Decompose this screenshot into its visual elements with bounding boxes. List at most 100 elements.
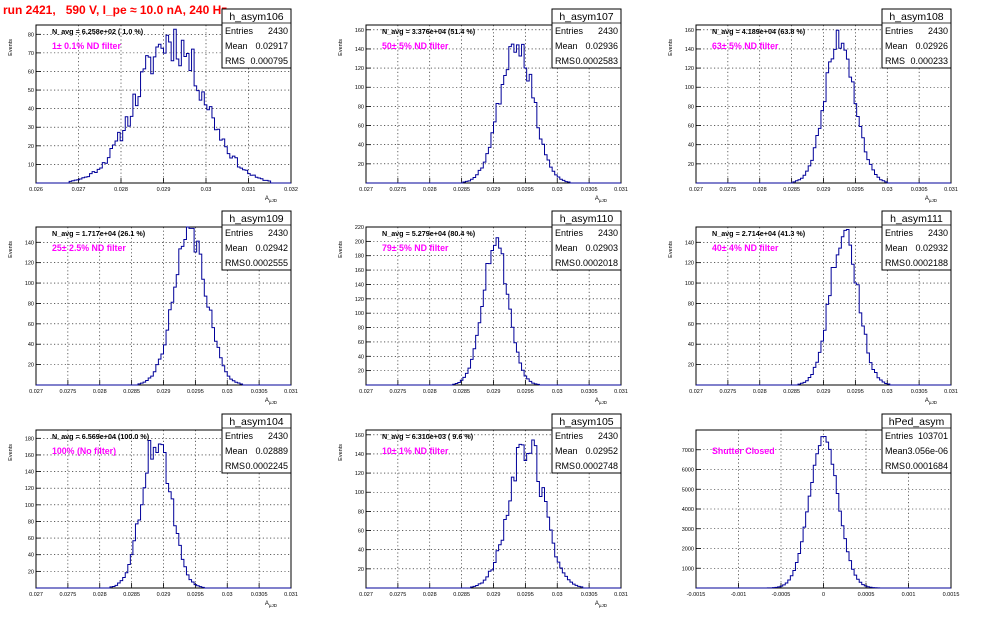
x-tick-label: 0.027 — [29, 389, 43, 395]
y-tick-label: 140 — [355, 47, 364, 53]
filter-label: 63± 5% ND filter — [712, 41, 779, 51]
x-tick-label: 0.0275 — [719, 389, 736, 395]
y-tick-label: 20 — [28, 569, 34, 575]
stats-entries-value: 2430 — [268, 228, 288, 238]
histogram-name: h_asym106 — [229, 11, 283, 23]
y-axis-label: Events — [668, 39, 674, 56]
stats-box — [551, 8, 622, 69]
stats-entries-label: Entries — [225, 431, 254, 441]
x-tick-label: 0.029 — [157, 187, 171, 193]
histogram-pad: 20 40 60 80 100 120 140 160 0.027 0.0275 0.028 0.02… — [338, 413, 628, 608]
y-tick-label: 20 — [358, 369, 364, 375]
stats-mean-value: 0.02926 — [915, 41, 948, 51]
stats-mean-value: 0.02936 — [585, 41, 618, 51]
y-tick-label: 7000 — [682, 448, 694, 454]
stats-entries-value: 2430 — [598, 228, 618, 238]
x-tick-label: -0.0015 — [687, 592, 706, 598]
x-tick-label: 0.0305 — [251, 389, 268, 395]
histogram-pad: 20 40 60 80 100 120 140 0.027 0.0275 0.028 0.0285 0… — [668, 210, 958, 405]
x-tick-label: 0.0275 — [59, 592, 76, 598]
x-axis-label-main: A — [265, 196, 269, 202]
y-axis-label: Events — [8, 444, 14, 461]
x-tick-label: 0.027 — [29, 592, 43, 598]
x-tick-label: 0.0305 — [911, 389, 928, 395]
histogram-name: h_asym108 — [889, 11, 943, 23]
histogram-line — [36, 226, 291, 386]
navg-label: N_avg = 6.569e+04 (100.0 %) — [52, 432, 150, 441]
x-axis-label-sub: μJD — [599, 400, 608, 405]
stats-rms-label: RMS — [225, 461, 245, 471]
x-tick-label: 0.028 — [423, 187, 437, 193]
x-tick-label: 0.0295 — [847, 389, 864, 395]
navg-label: N_avg = 6.310e+03 ( 9.6 %) — [382, 432, 474, 441]
y-tick-label: 20 — [358, 162, 364, 168]
x-axis-label-sub: μJD — [269, 603, 278, 608]
x-axis-label-sub: μJD — [269, 198, 278, 203]
x-axis-label: AμJD — [595, 196, 608, 203]
x-tick-label: 0.0295 — [517, 187, 534, 193]
histogram-name: h_asym109 — [229, 213, 283, 225]
x-tick-label: 0.0305 — [581, 389, 598, 395]
stats-mean-value: 3.056e-06 — [907, 446, 948, 456]
x-tick-label: 0.029 — [487, 389, 501, 395]
stats-entries-label: Entries — [555, 26, 584, 36]
x-tick-label: 0.0285 — [453, 592, 470, 598]
y-tick-label: 140 — [25, 240, 34, 246]
x-axis-label: AμJD — [265, 196, 278, 203]
x-tick-label: 0.03 — [201, 187, 212, 193]
y-tick-label: 60 — [358, 124, 364, 130]
stats-rms-value: 0.000233 — [910, 56, 948, 66]
y-tick-label: 100 — [355, 311, 364, 317]
stats-mean-value: 0.02889 — [255, 446, 288, 456]
stats-entries-label: Entries — [555, 431, 584, 441]
stats-entries-value: 2430 — [928, 228, 948, 238]
x-tick-label: 0.0285 — [783, 187, 800, 193]
stats-entries-value: 2430 — [268, 431, 288, 441]
y-tick-label: 140 — [355, 452, 364, 458]
x-tick-label: 0.0275 — [719, 187, 736, 193]
stats-rms-value: 0.0002018 — [575, 258, 618, 268]
y-tick-label: 20 — [688, 363, 694, 369]
y-tick-label: 120 — [355, 471, 364, 477]
x-tick-label: 0.031 — [284, 592, 298, 598]
x-tick-label: 0.0005 — [858, 592, 875, 598]
stats-mean-label: Mean — [225, 446, 248, 456]
y-tick-label: 100 — [685, 85, 694, 91]
y-axis-label: Events — [338, 39, 344, 56]
stats-rms-value: 0.0002188 — [905, 258, 948, 268]
y-tick-label: 160 — [355, 28, 364, 34]
stats-entries-value: 2430 — [598, 26, 618, 36]
y-tick-label: 40 — [358, 548, 364, 554]
stats-rms-value: 0.000795 — [250, 56, 288, 66]
y-tick-label: 120 — [355, 66, 364, 72]
stats-rms-label: RMS — [555, 258, 575, 268]
stats-rms-value: 0.0002748 — [575, 461, 618, 471]
y-tick-label: 50 — [28, 88, 34, 94]
y-tick-label: 140 — [355, 282, 364, 288]
stats-box — [881, 210, 952, 271]
y-tick-label: 40 — [28, 107, 34, 113]
y-axis-label: Events — [338, 444, 344, 461]
x-tick-label: 0.031 — [614, 592, 628, 598]
x-tick-label: 0.0275 — [389, 389, 406, 395]
y-tick-label: 60 — [28, 536, 34, 542]
x-tick-label: 0.0305 — [581, 187, 598, 193]
navg-label: N_avg = 6.258e+02 ( 1.0 %) — [52, 27, 144, 36]
y-tick-label: 40 — [28, 553, 34, 559]
y-axis-label: Events — [8, 39, 14, 56]
stats-box — [881, 413, 952, 474]
x-axis-label: AμJD — [925, 196, 938, 203]
x-axis-label-main: A — [265, 601, 269, 607]
x-axis-label: AμJD — [265, 601, 278, 608]
x-tick-label: 0.029 — [157, 389, 171, 395]
x-tick-label: 0.029 — [817, 187, 831, 193]
y-tick-label: 60 — [28, 69, 34, 75]
y-tick-label: 160 — [685, 28, 694, 34]
x-tick-label: 0.028 — [423, 592, 437, 598]
y-tick-label: 220 — [355, 225, 364, 231]
histogram-pad: 1000 2000 3000 4000 5000 6000 7000 -0.0015 -0.00… — [682, 413, 959, 598]
y-tick-label: 80 — [358, 509, 364, 515]
stats-rms-label: RMS — [555, 461, 575, 471]
x-tick-label: 0.026 — [29, 187, 43, 193]
stats-rms-value: 0.0002245 — [245, 461, 288, 471]
